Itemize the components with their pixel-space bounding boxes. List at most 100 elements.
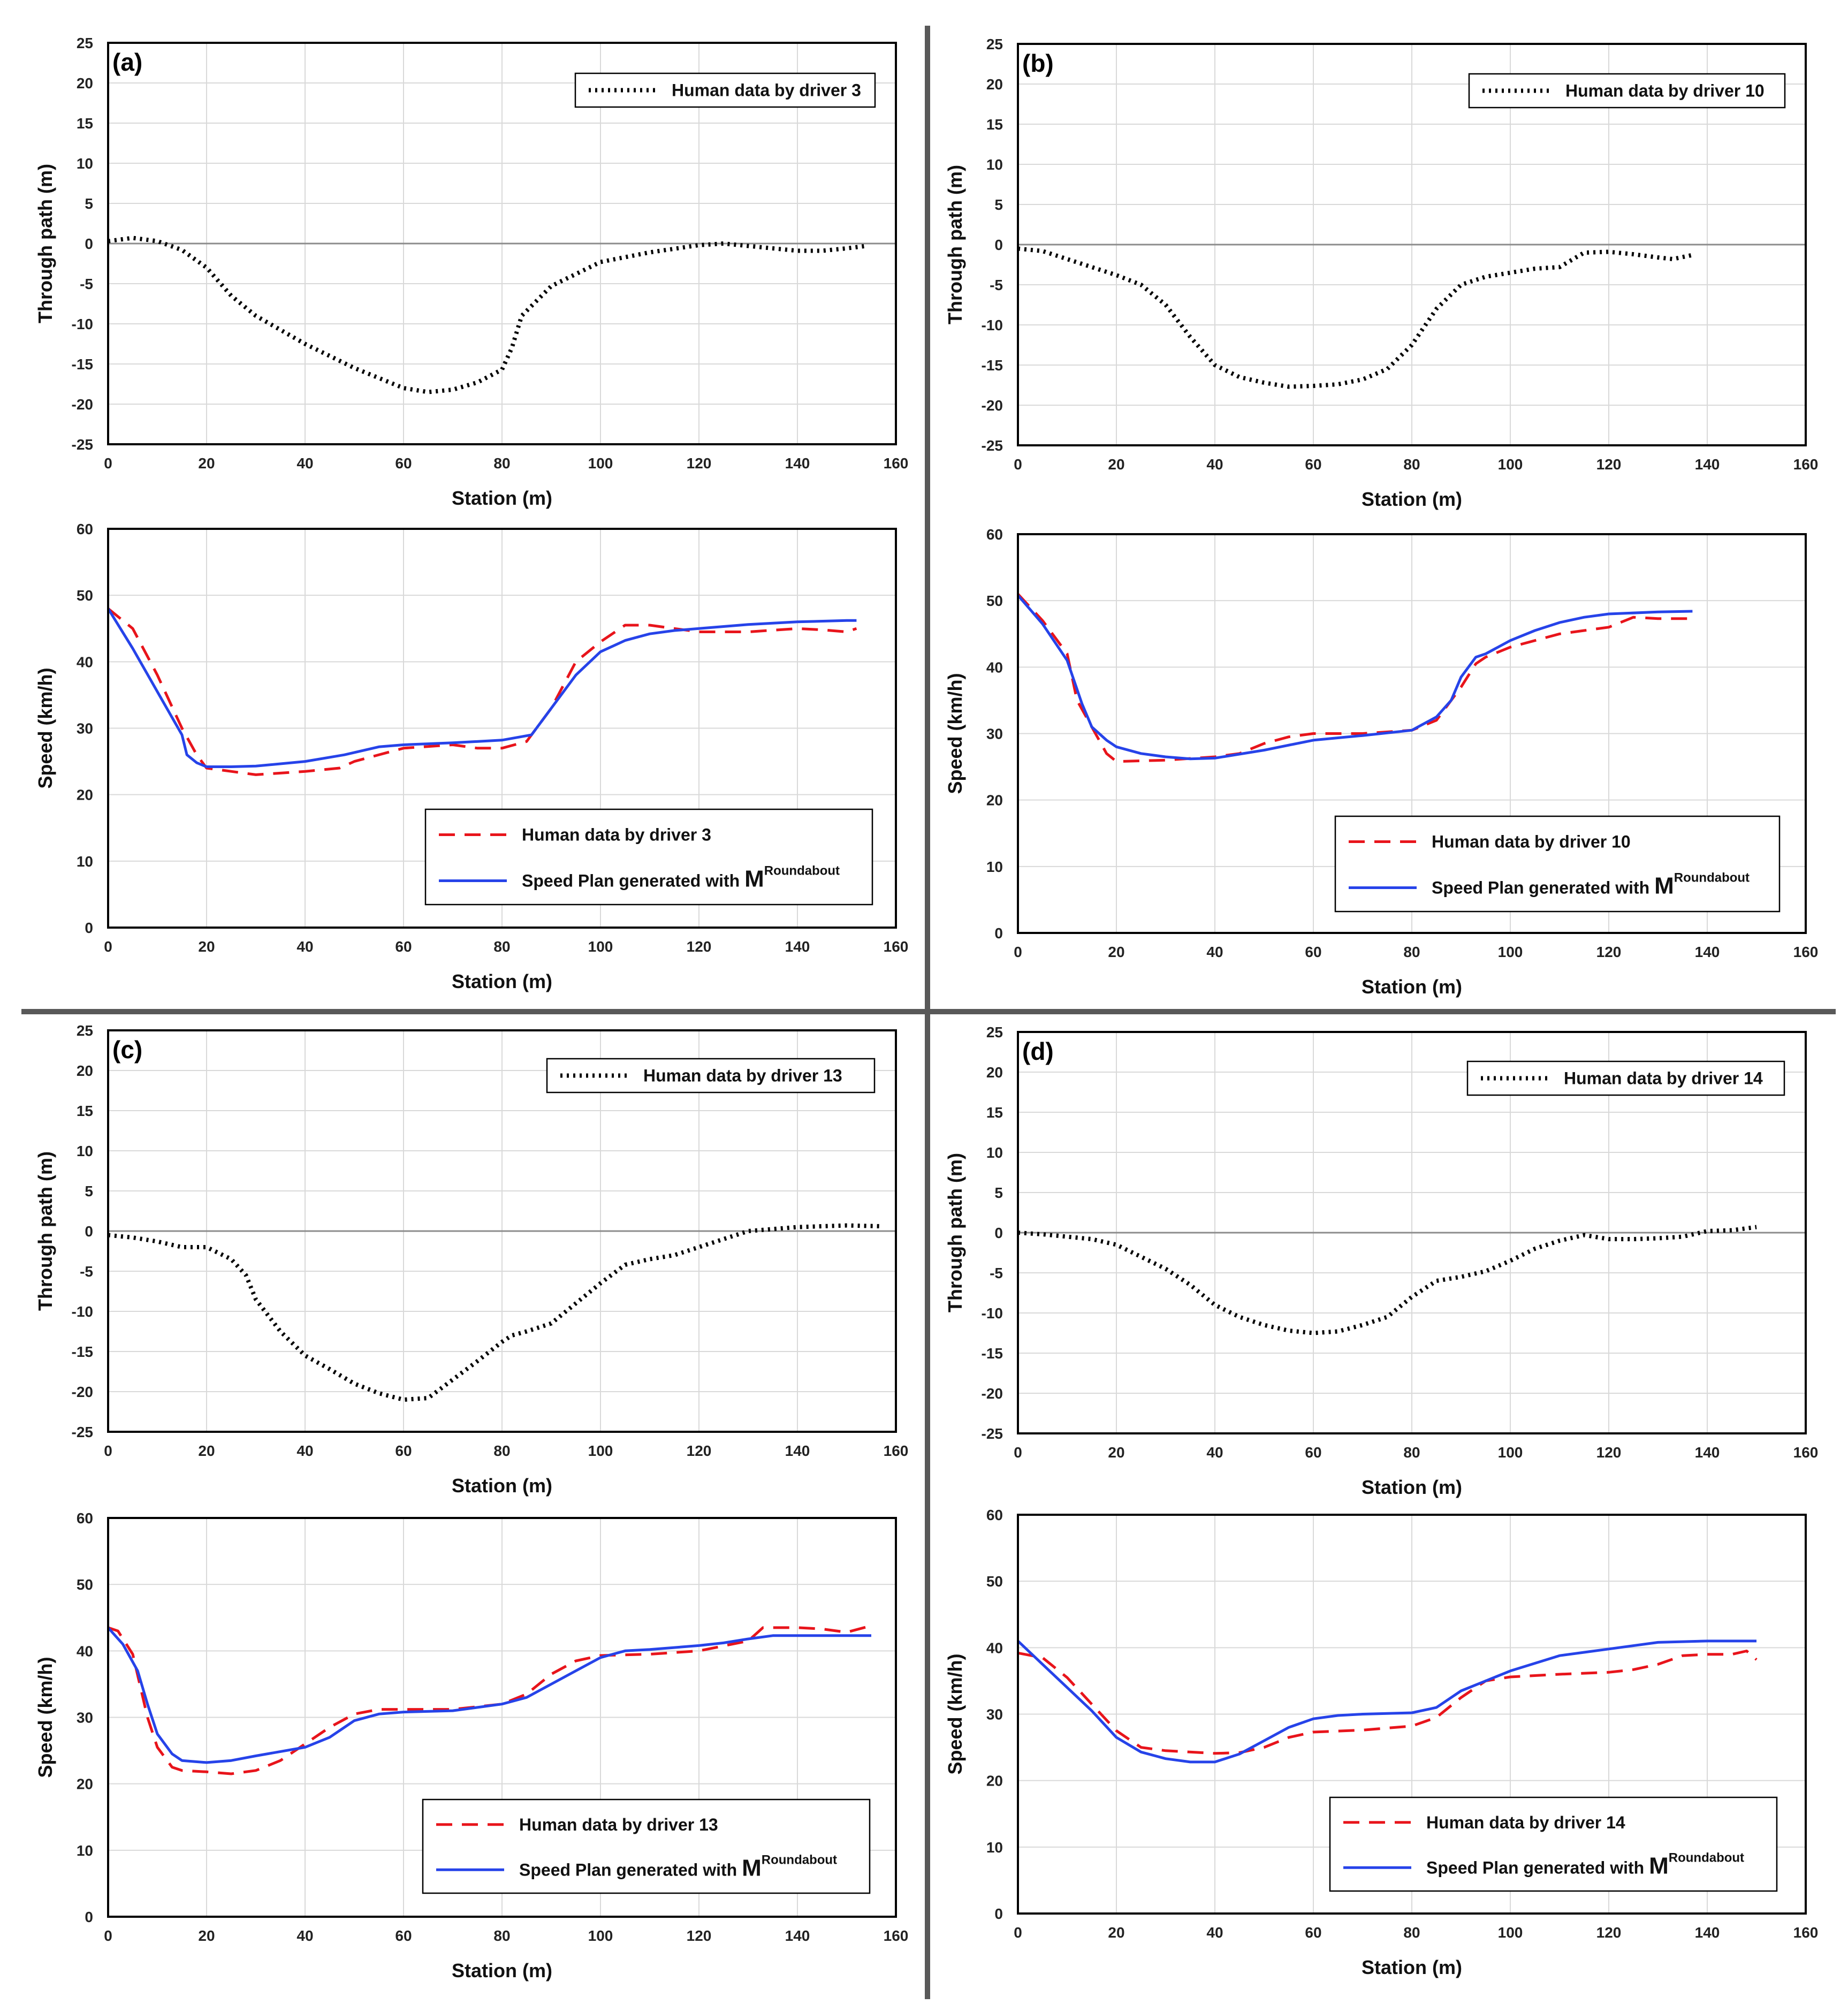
x-tick-label: 120 [1596,456,1622,473]
y-tick-label: -5 [990,277,1003,293]
x-tick-label: 40 [1206,1924,1223,1941]
plot-frame [1017,1514,1807,1915]
y-tick-label: 20 [986,1773,1003,1789]
x-tick-label: 60 [395,1927,412,1944]
plot-frame [107,42,897,445]
y-tick-label: 20 [77,75,93,92]
x-tick-label: 0 [1014,456,1022,473]
y-tick-label: 50 [77,1576,93,1593]
y-axis-title: Through path (m) [944,165,966,324]
x-axis-title: Station (m) [452,970,552,992]
chart-c-speed: 0 20 40 60 80 100 120 140 1606050403020100Statio… [34,1510,908,1981]
x-tick-label: 120 [687,1442,712,1459]
y-tick-label: -10 [982,317,1003,333]
y-tick-label: -5 [990,1265,1003,1281]
x-tick-label: 100 [1498,456,1523,473]
legend-model-symbol: M [742,1855,762,1881]
y-tick-label: 10 [77,155,93,172]
y-tick-label: -15 [982,1345,1003,1362]
legend: Human data by driver 13 [546,1058,876,1094]
y-tick-label: 20 [77,787,93,803]
y-tick-label: 5 [994,1185,1003,1201]
x-tick-label: 80 [1403,1924,1420,1941]
x-tick-label: 0 [104,455,112,472]
plot-frame [107,1029,897,1433]
series-speed-plan-line [107,608,857,768]
legend-box [1329,1796,1778,1892]
y-tick-label: 20 [986,76,1003,93]
x-tick-label: 80 [493,938,510,955]
y-tick-label: -25 [72,436,93,453]
y-tick-label: -10 [72,1303,93,1320]
y-tick-label: -5 [80,276,93,292]
x-tick-label: 120 [1596,1924,1622,1941]
legend-box [422,1798,871,1894]
x-tick-label: 160 [884,1442,909,1459]
y-axis-title: Speed (km/h) [34,667,56,788]
y-tick-label: 0 [994,237,1003,253]
legend-human-path-label: Human data by driver 3 [672,81,861,100]
chart-b-speed: 0 20 40 60 80 100 120 140 1606050403020100Statio… [944,526,1818,998]
x-tick-label: 160 [1793,456,1819,473]
x-tick-label: 40 [1206,944,1223,960]
y-tick-label: 10 [77,853,93,870]
x-tick-label: 40 [296,1442,313,1459]
y-tick-label: 15 [77,115,93,132]
x-tick-label: 20 [198,1442,215,1459]
chart-b-path: 0 20 40 60 80 100 120 140 160 25 20 15 10 5 0 -5 -10 -15 -… [944,36,1818,510]
y-tick-label: 25 [77,1022,93,1039]
y-tick-label: 40 [986,659,1003,675]
x-axis-title: Station (m) [452,1475,552,1497]
y-tick-label: 50 [986,593,1003,609]
y-tick-label: 30 [77,1710,93,1726]
y-tick-label: 40 [77,654,93,670]
x-tick-label: 160 [1793,1924,1819,1941]
x-axis-title: Station (m) [1362,488,1462,510]
y-tick-label: 15 [77,1103,93,1119]
x-tick-label: 120 [1596,944,1622,960]
panel-label: (a) [112,48,142,76]
y-tick-label: 15 [986,116,1003,133]
y-tick-label: -20 [982,397,1003,414]
series-human-speed-line [1017,1650,1758,1755]
y-tick-label: 50 [986,1573,1003,1590]
y-tick-label: -25 [72,1424,93,1440]
legend: Human data by driver 14 [1466,1060,1785,1096]
series-human-path-line [108,1223,881,1402]
x-tick-label: 40 [1206,456,1223,473]
x-tick-label: 120 [687,455,712,472]
x-tick-label: 140 [1695,1444,1720,1461]
x-tick-label: 60 [395,938,412,955]
y-tick-label: 25 [986,36,1003,52]
y-tick-label: -25 [982,1425,1003,1442]
series-human-speed-line [107,608,857,776]
y-tick-label: -20 [72,396,93,413]
legend-model-symbol: M [744,866,764,892]
y-tick-label: 40 [986,1639,1003,1656]
y-tick-label: -15 [72,356,93,373]
legend-box [574,72,876,108]
x-axis-title: Station (m) [452,1960,552,1981]
x-tick-label: 160 [1793,944,1819,960]
series-speed-plan-line [1017,1639,1756,1764]
x-tick-label: 160 [884,455,909,472]
y-tick-label: 25 [77,35,93,51]
x-tick-label: 100 [588,1442,613,1459]
x-tick-label: 0 [104,1442,112,1459]
x-tick-label: 60 [1305,1924,1321,1941]
y-tick-label: 50 [77,587,93,604]
x-tick-label: 0 [1014,1444,1022,1461]
legend-model-symbol: M [1654,873,1674,899]
y-tick-label: 10 [986,859,1003,875]
x-tick-label: 0 [104,1927,112,1944]
plot-frame [107,528,897,929]
x-tick-label: 60 [1305,456,1321,473]
x-tick-label: 80 [1403,456,1420,473]
chart-d-speed: 0 20 40 60 80 100 120 140 1606050403020100Statio… [944,1507,1818,1978]
x-tick-label: 40 [1206,1444,1223,1461]
panel-label: (c) [112,1036,142,1064]
y-tick-label: 15 [986,1104,1003,1121]
x-tick-label: 100 [588,1927,613,1944]
